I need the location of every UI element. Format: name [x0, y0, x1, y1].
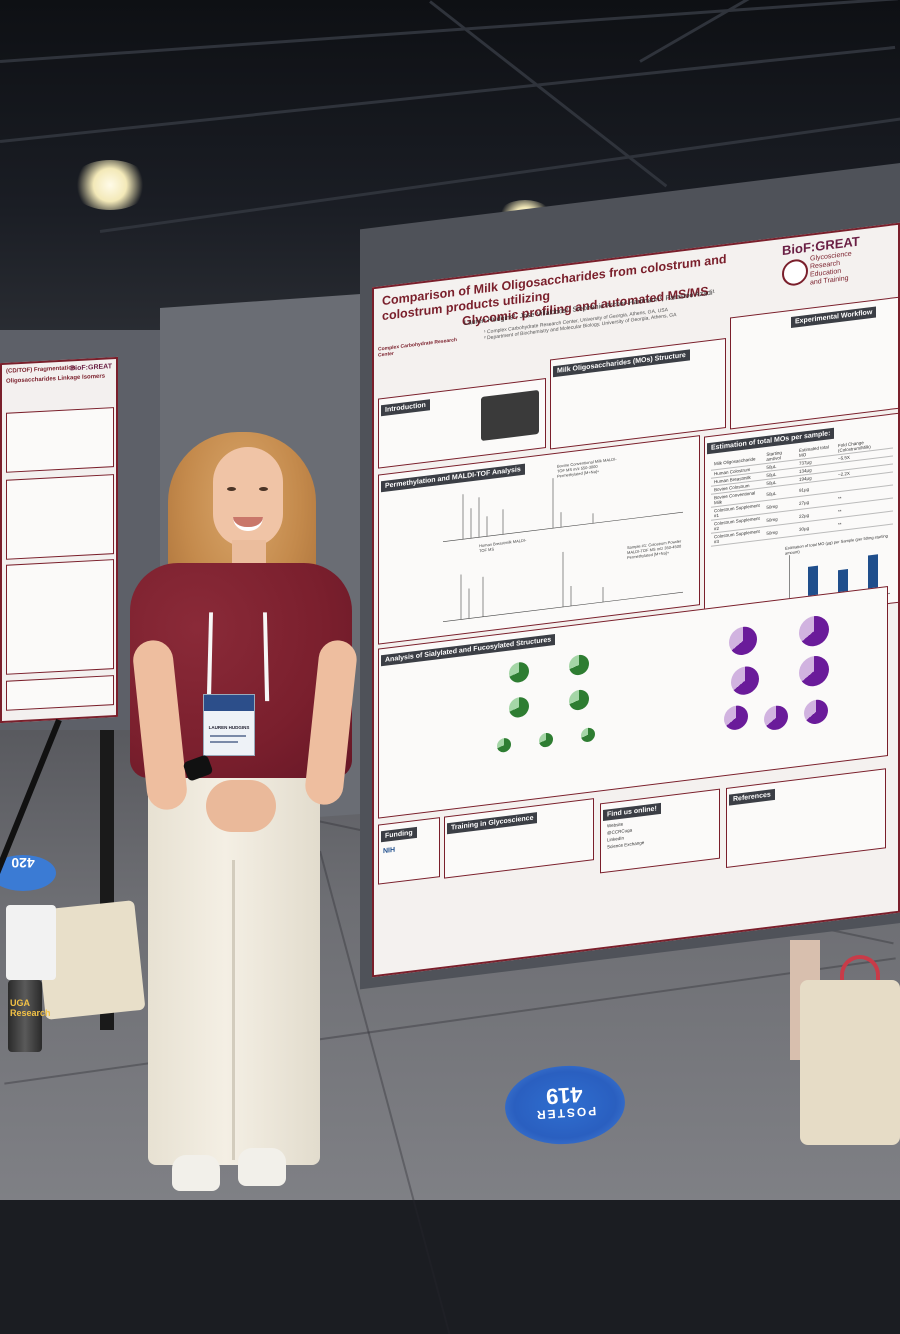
sticker-text: POSTER 419 [504, 1080, 626, 1124]
pie-chart [724, 704, 748, 732]
floor-sticker-left-number: 420 [11, 855, 35, 871]
funding-heading: Funding [381, 826, 417, 843]
left-shoe [172, 1155, 220, 1191]
structure-heading: Milk Oligosaccharides (MOs) Structure [553, 349, 690, 378]
permethylation-section: Permethylation and MALDI-TOF Analysis Bo… [378, 435, 700, 645]
pants-leg-divide [232, 860, 235, 1160]
left-poster-panel [6, 474, 114, 560]
pie-chart [539, 732, 553, 748]
face [213, 447, 283, 547]
pie-chart [569, 653, 589, 677]
smile [233, 517, 263, 531]
lanyard [206, 612, 270, 702]
badge-text-line [210, 735, 246, 737]
ceiling-truss [0, 0, 898, 63]
eye [227, 487, 236, 491]
biofgreat-logo: BioF:GREAT Glycoscience Research Educati… [782, 229, 897, 299]
eye [259, 487, 268, 491]
references-heading: References [729, 788, 775, 806]
left-poster-panel [6, 675, 114, 711]
table-cell: 50mg [763, 522, 797, 540]
logo-subtitle: Glycoscience Research Education and Trai… [810, 251, 852, 288]
drink-can: UGA Research [8, 980, 51, 1052]
find-us-section: Find us online! Website @CCRCuga LinkedI… [600, 788, 720, 874]
pie-chart [569, 688, 589, 712]
funding-section: Funding NIH [378, 817, 440, 885]
intro-heading: Introduction [381, 399, 430, 417]
tote-bag-handle [840, 955, 880, 995]
clasped-hands [206, 780, 276, 832]
training-section: Training in Glycoscience [444, 798, 594, 879]
mo-table: Milk Oligosaccharide Starting amt/vol Es… [711, 435, 893, 547]
name-badge: LAUREN HUDGINS [203, 694, 255, 756]
pie-chart [497, 737, 511, 754]
references-section: References [726, 768, 886, 868]
badge-text-line [210, 741, 238, 743]
pie-chart [804, 698, 828, 726]
ceiling-light [70, 160, 150, 210]
ceiling-truss [0, 45, 896, 143]
intro-section: Introduction [378, 378, 546, 469]
training-heading: Training in Glycoscience [447, 812, 538, 835]
pie-chart [729, 625, 757, 657]
globe-icon [782, 257, 808, 288]
can-label: UGA Research [10, 998, 51, 1018]
workflow-heading: Experimental Workflow [791, 306, 877, 328]
ccrc-logo: Complex Carbohydrate Research Center [378, 336, 457, 359]
stacked-cups [6, 905, 56, 980]
tote-bag-right [800, 980, 900, 1145]
left-poster-panel [6, 559, 114, 675]
pie-chart [799, 614, 829, 648]
floor-sticker-left: 420 [0, 855, 56, 891]
left-poster-panel [6, 407, 114, 473]
pie-chart [509, 661, 529, 684]
pie-chart [509, 696, 529, 719]
pie-chart [731, 664, 759, 697]
right-shoe [238, 1148, 286, 1186]
pie-chart [764, 704, 788, 732]
workflow-section: Experimental Workflow [730, 296, 900, 430]
pie-chart [799, 654, 829, 688]
main-poster: Comparison of Milk Oligosaccharides from… [372, 222, 900, 978]
structure-section: Milk Oligosaccharides (MOs) Structure [550, 337, 726, 450]
pie-chart [581, 727, 595, 743]
mass-spectra [443, 478, 683, 622]
left-poster: (CD/TOF) Fragmentation Oligosaccharides … [0, 356, 118, 724]
badge-header [204, 695, 254, 711]
badge-name: LAUREN HUDGINS [208, 725, 250, 730]
powder-photo [481, 389, 539, 442]
